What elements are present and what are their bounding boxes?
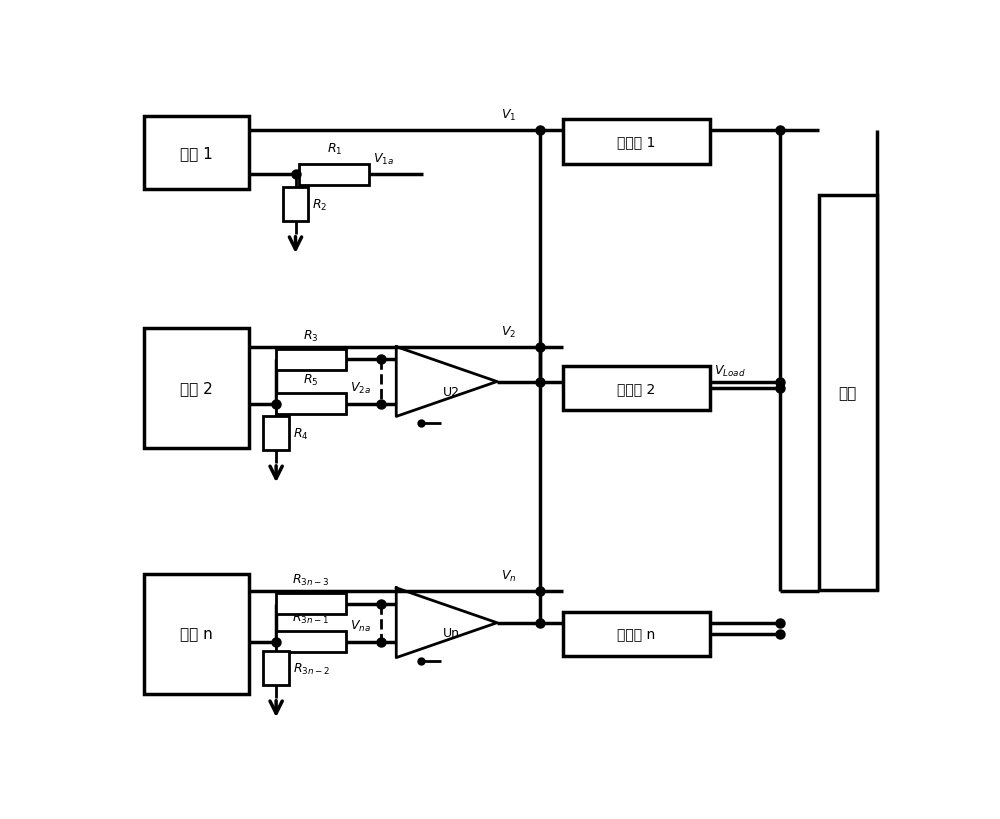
Text: 电源 n: 电源 n	[180, 627, 213, 642]
Text: $R_{3n-2}$: $R_{3n-2}$	[293, 661, 330, 676]
Bar	[144, 117, 249, 190]
Bar	[819, 196, 877, 590]
Text: 传输线 2: 传输线 2	[617, 382, 656, 396]
Bar	[283, 188, 308, 222]
Text: U2: U2	[443, 386, 460, 399]
Bar	[263, 651, 289, 686]
Bar	[263, 417, 289, 450]
Text: $V_{1a}$: $V_{1a}$	[373, 152, 394, 166]
Text: $V_2$: $V_2$	[501, 324, 516, 339]
Bar	[563, 366, 710, 410]
Text: $R_3$: $R_3$	[303, 328, 319, 343]
Bar	[276, 594, 346, 614]
Bar	[563, 613, 710, 656]
Bar	[144, 574, 249, 695]
Text: $V_{2b}$: $V_{2b}$	[224, 407, 245, 423]
Text: $R_{3n-3}$: $R_{3n-3}$	[292, 572, 330, 587]
Text: $R_4$: $R_4$	[293, 426, 308, 441]
Text: $R_{3n-1}$: $R_{3n-1}$	[292, 610, 330, 625]
Text: 电源 2: 电源 2	[180, 381, 213, 396]
Text: $V_{na}$: $V_{na}$	[350, 618, 371, 633]
Bar	[276, 350, 346, 370]
Text: 负载: 负载	[839, 386, 857, 400]
Text: $V_{2a}$: $V_{2a}$	[350, 380, 371, 396]
Text: $V_1$: $V_1$	[501, 108, 516, 123]
Text: $V_{nb}$: $V_{nb}$	[224, 645, 245, 660]
Bar	[144, 328, 249, 448]
Bar	[276, 631, 346, 652]
Bar	[299, 165, 369, 186]
Bar	[276, 394, 346, 414]
Text: $R_2$: $R_2$	[312, 197, 327, 212]
Text: Un: Un	[443, 627, 460, 640]
Text: $R_1$: $R_1$	[327, 143, 342, 157]
Text: $V_{Load}$: $V_{Load}$	[714, 364, 746, 379]
Bar	[563, 120, 710, 165]
Text: 传输线 n: 传输线 n	[617, 627, 656, 641]
Text: $V_n$: $V_n$	[501, 568, 516, 583]
Text: $R_5$: $R_5$	[303, 373, 319, 387]
Text: 传输线 1: 传输线 1	[617, 135, 656, 149]
Text: 电源 1: 电源 1	[180, 146, 213, 161]
